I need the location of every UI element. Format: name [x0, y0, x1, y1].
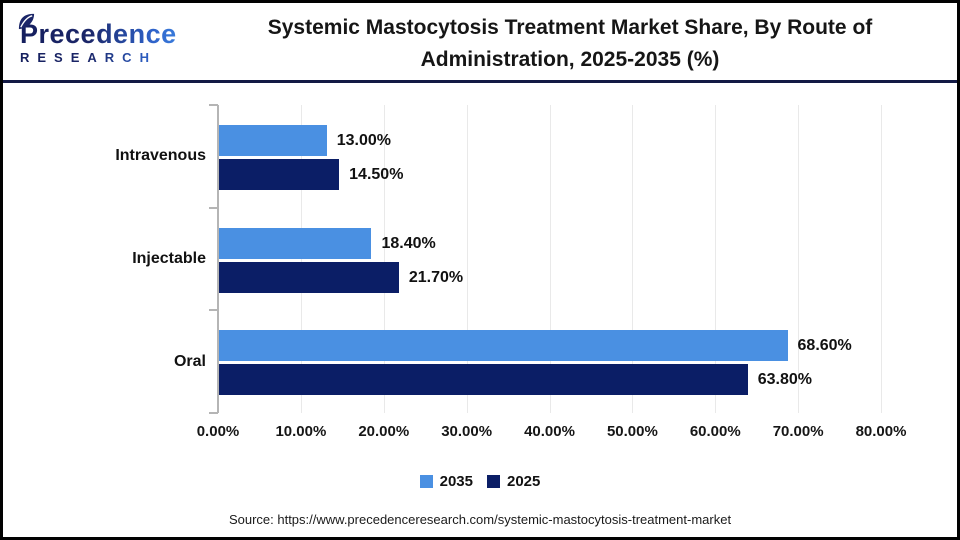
chart-title: Systemic Mastocytosis Treatment Market S… — [192, 12, 948, 76]
gridline — [881, 105, 882, 413]
precedence-research-logo: Precedence RESEARCH — [18, 13, 190, 65]
gridline — [632, 105, 634, 413]
legend-label: 2025 — [507, 473, 541, 490]
legend-swatch — [487, 475, 500, 488]
legend-swatch — [419, 475, 433, 488]
x-tick-label: 0.00% — [196, 423, 240, 440]
bar-2035 — [219, 330, 788, 362]
value-label: 21.70% — [408, 268, 464, 286]
gridline — [715, 105, 717, 413]
y-axis-tick — [209, 412, 218, 414]
chart-legend: 2035 2025 — [0, 473, 960, 490]
legend-label: 2035 — [439, 473, 473, 490]
value-label: 13.00% — [336, 132, 391, 149]
gridline — [798, 105, 800, 413]
x-tick-label: 10.00% — [275, 423, 327, 440]
chart-title-line2: Administration, 2025-2035 (%) — [420, 48, 720, 71]
leaf-icon — [18, 13, 35, 30]
x-tick-label: 30.00% — [441, 423, 493, 440]
legend-item-2025: 2025 — [487, 473, 540, 490]
value-label: 68.60% — [797, 337, 852, 355]
legend-item-2035: 2035 — [419, 473, 473, 490]
source-line: Source: https://www.precedenceresearch.c… — [228, 512, 732, 527]
bar-2035 — [219, 227, 372, 259]
x-tick-label: 20.00% — [358, 423, 410, 440]
logo-subtitle: RESEARCH — [20, 50, 190, 65]
category-label: Injectable — [132, 250, 206, 267]
category-label: Oral — [173, 352, 206, 370]
y-axis-tick — [209, 206, 218, 209]
value-label: 18.40% — [381, 234, 436, 252]
bar-2025 — [219, 364, 748, 396]
x-tick-label: 50.00% — [606, 423, 658, 440]
bar-2035 — [219, 125, 327, 156]
x-tick-label: 40.00% — [524, 423, 575, 440]
x-tick-label: 60.00% — [689, 423, 741, 440]
x-tick-label: 80.00% — [855, 423, 907, 440]
category-label: Intravenous — [115, 147, 206, 165]
y-axis — [217, 105, 219, 413]
gridline — [466, 105, 468, 413]
value-label: 63.80% — [757, 371, 812, 389]
bar-2025 — [219, 159, 340, 190]
gridline — [300, 105, 302, 413]
bar-2025 — [219, 261, 399, 293]
y-axis-tick — [209, 309, 218, 312]
value-label: 14.50% — [349, 166, 404, 183]
gridline — [549, 105, 551, 413]
x-tick-label: 70.00% — [772, 423, 824, 440]
y-axis-tick — [209, 104, 218, 106]
logo-wordmark: Precedence — [20, 20, 190, 48]
header-divider — [0, 80, 960, 83]
chart-title-line1: Systemic Mastocytosis Treatment Market S… — [267, 16, 873, 39]
gridline — [383, 105, 385, 413]
